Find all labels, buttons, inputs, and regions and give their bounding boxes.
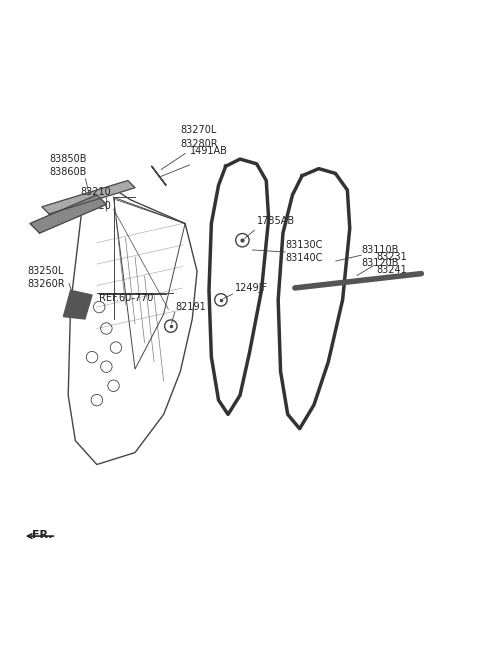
Polygon shape [152,166,166,185]
Text: 83231: 83231 [376,252,407,261]
Polygon shape [42,181,135,214]
Text: 83140C: 83140C [285,253,323,263]
Text: FR.: FR. [33,530,53,539]
Text: 83120B: 83120B [362,258,399,268]
Text: 1491AB: 1491AB [190,146,228,156]
Text: 83210: 83210 [80,187,111,197]
Text: 83850B: 83850B [49,154,86,164]
Polygon shape [30,195,107,233]
Text: 83860B: 83860B [49,168,86,177]
Text: 1735AB: 1735AB [257,216,295,226]
Text: 83241: 83241 [376,265,407,275]
Text: REF.60-770: REF.60-770 [99,293,154,303]
Text: 1249JF: 1249JF [235,283,268,293]
Text: 83250L: 83250L [28,266,64,276]
Text: 83280R: 83280R [180,139,218,148]
Polygon shape [63,290,92,319]
Text: 82191: 82191 [176,302,206,312]
Text: 83270L: 83270L [180,125,217,135]
Text: 83130C: 83130C [285,240,323,250]
Text: 83220: 83220 [80,200,111,211]
Text: 83260R: 83260R [28,279,65,289]
Text: 83110B: 83110B [362,244,399,254]
